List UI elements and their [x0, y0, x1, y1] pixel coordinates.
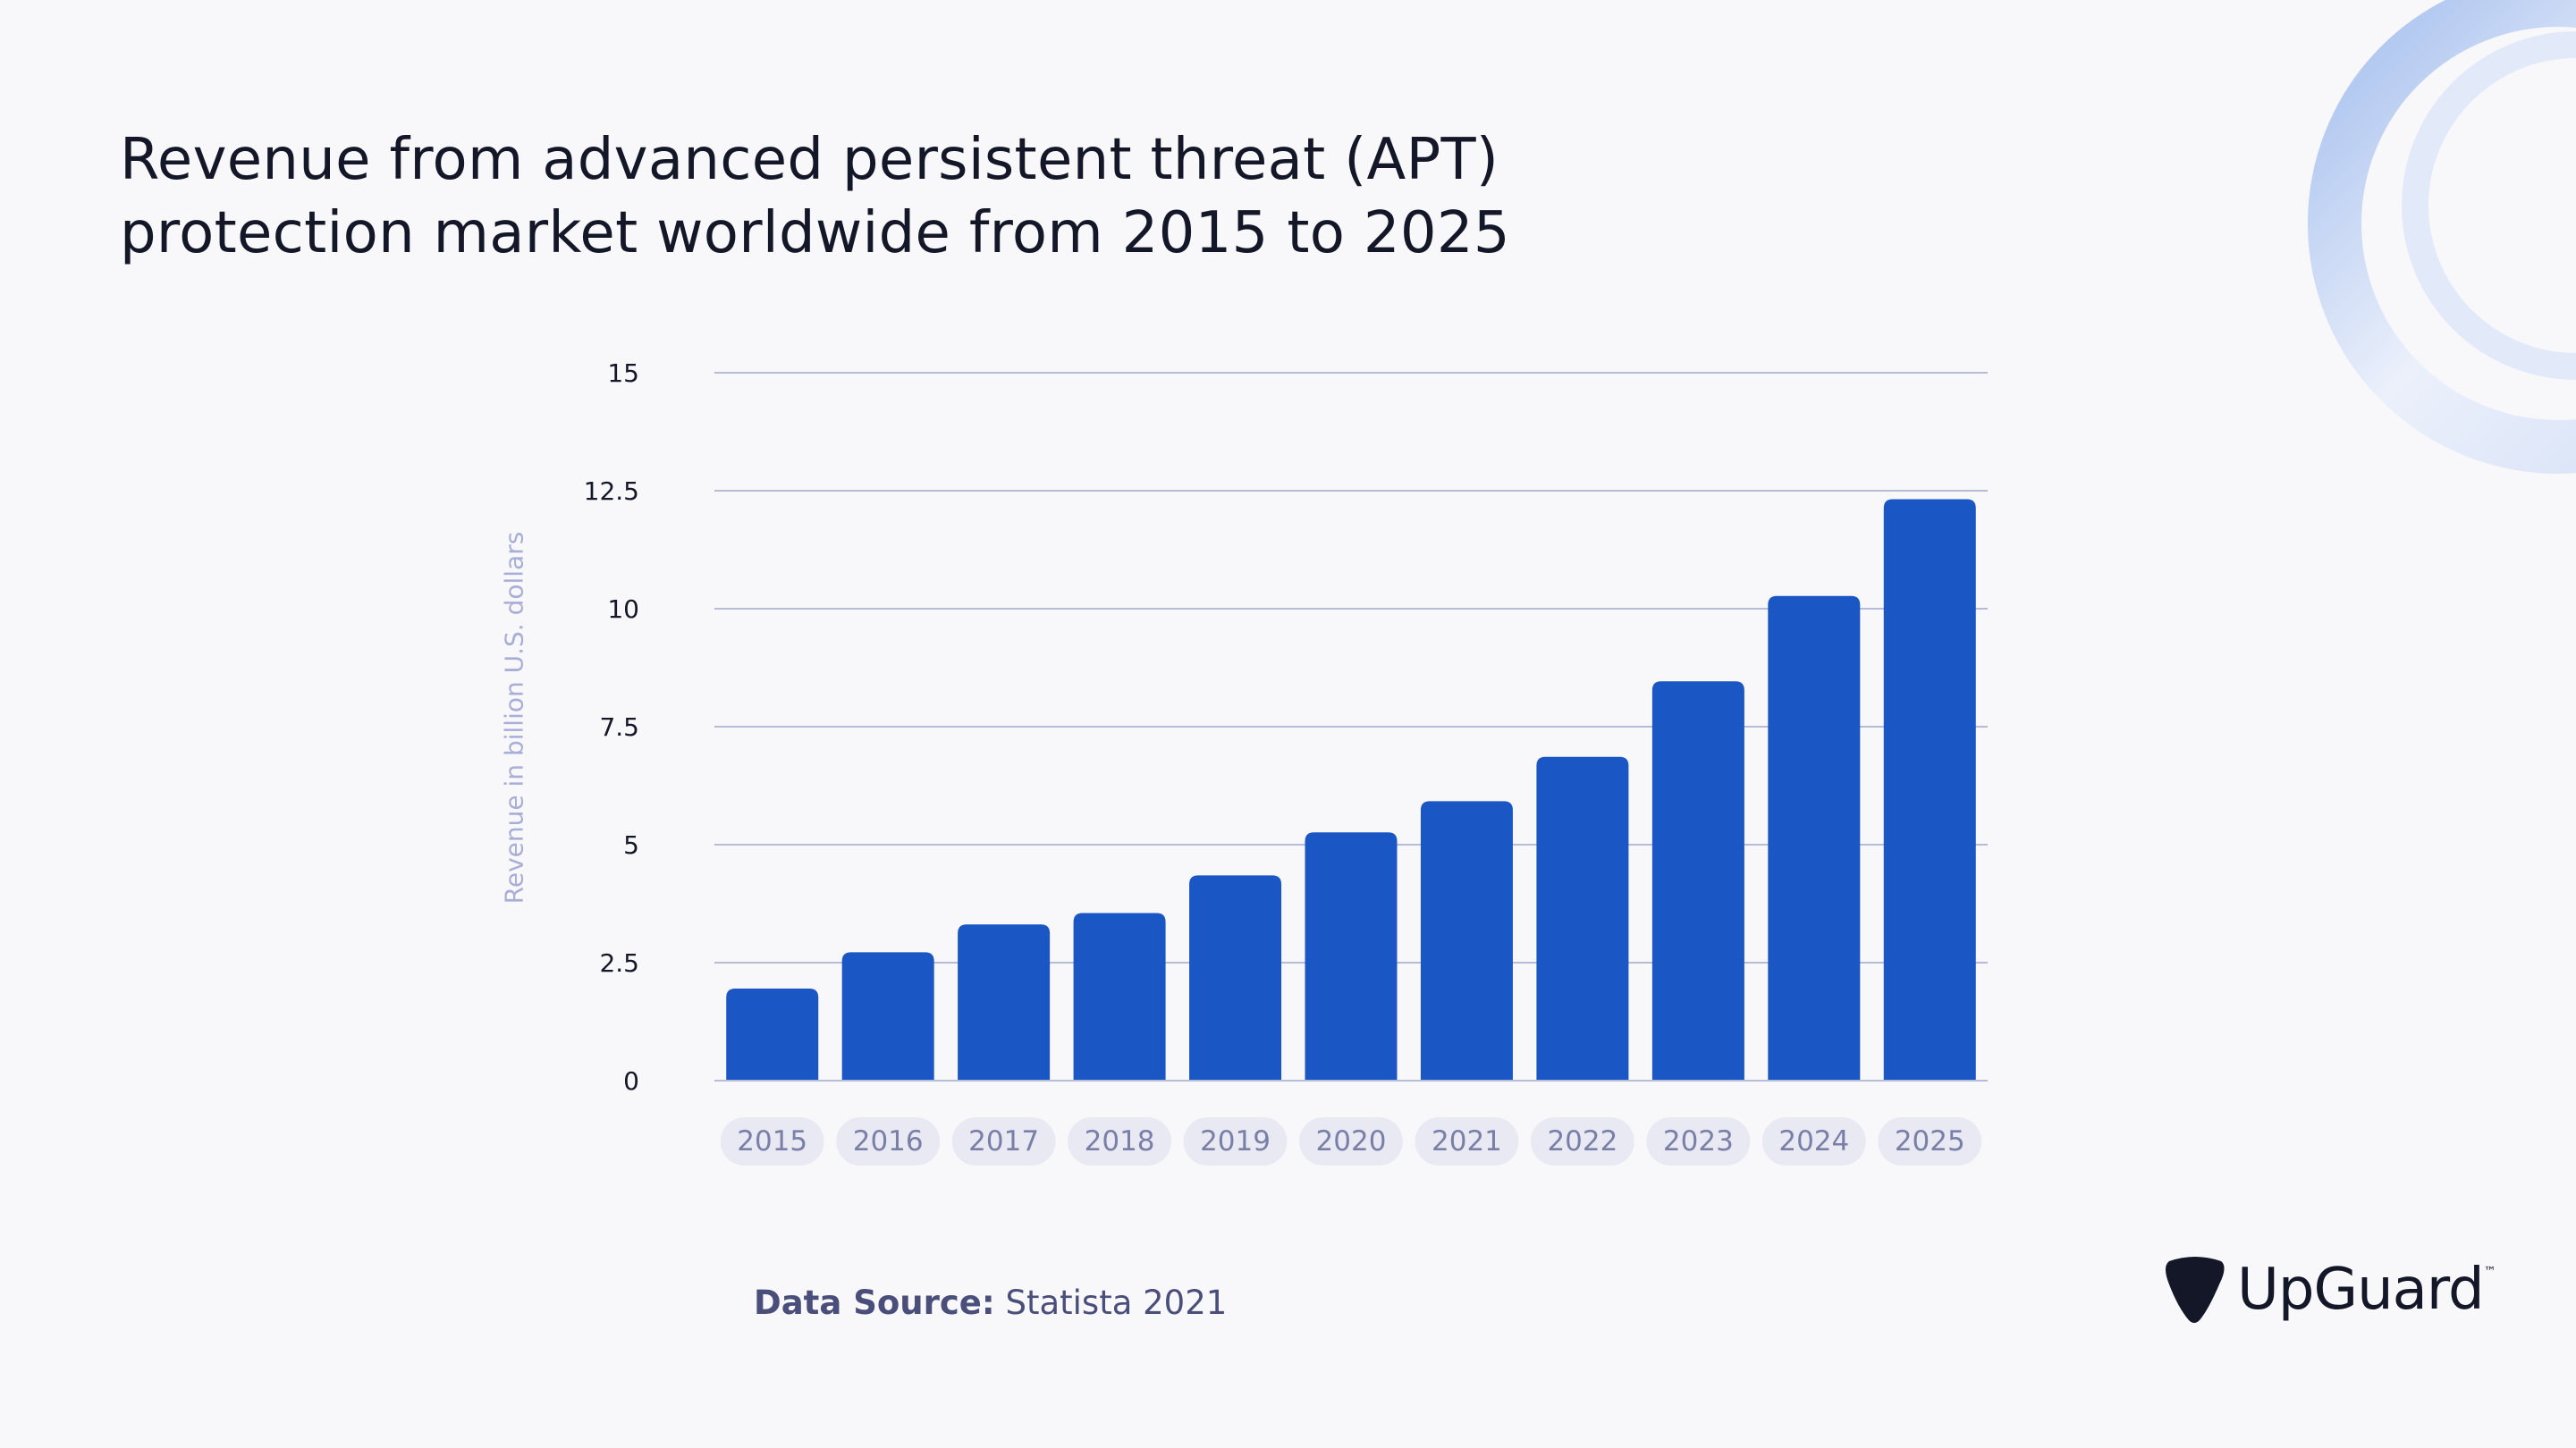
- bar-2016: [841, 952, 934, 1081]
- bar-2021: [1420, 801, 1513, 1081]
- x-tick-label: 2015: [737, 1125, 807, 1158]
- y-tick-label: 15: [607, 358, 639, 388]
- chart-title-line-2: protection market worldwide from 2015 to…: [120, 200, 1510, 266]
- x-tick-pill: [1415, 1117, 1519, 1166]
- data-source: Data Source: Statista 2021: [754, 1284, 1227, 1322]
- x-tick-label: 2019: [1200, 1125, 1271, 1158]
- data-source-value: Statista 2021: [1005, 1284, 1228, 1322]
- x-tick-pill: [836, 1117, 941, 1166]
- x-tick-pill: [1646, 1117, 1751, 1166]
- bar-2017: [958, 924, 1051, 1081]
- x-tick-label: 2016: [853, 1125, 924, 1158]
- x-tick-pill: [1183, 1117, 1288, 1166]
- chart-title: Revenue from advanced persistent threat …: [120, 123, 1510, 270]
- logo-text: UpGuard: [2237, 1257, 2485, 1323]
- x-tick-pill: [1068, 1117, 1172, 1166]
- chart-title-line-1: Revenue from advanced persistent threat …: [120, 127, 1499, 193]
- x-tick-pill: [720, 1117, 824, 1166]
- bar-2023: [1651, 681, 1744, 1081]
- bar-2018: [1073, 913, 1166, 1081]
- bar-2022: [1536, 756, 1629, 1081]
- x-tick-pill: [1878, 1117, 1982, 1166]
- y-tick-label: 12.5: [584, 476, 639, 506]
- pick-icon: [2166, 1257, 2225, 1323]
- y-tick-label: 7.5: [599, 712, 639, 742]
- y-tick-label: 0: [623, 1066, 639, 1096]
- x-tick-pill: [1299, 1117, 1403, 1166]
- bar-2024: [1768, 595, 1861, 1081]
- y-axis-label: Revenue in billion U.S. dollars: [499, 531, 529, 905]
- bar-2020: [1305, 832, 1398, 1081]
- x-tick-label: 2018: [1085, 1125, 1155, 1158]
- decorative-ring: [2308, 0, 2576, 474]
- x-tick-label: 2025: [1895, 1125, 1965, 1158]
- x-tick-pill: [1761, 1117, 1866, 1166]
- data-source-label: Data Source:: [754, 1284, 995, 1322]
- bar-2019: [1189, 875, 1282, 1081]
- y-tick-label: 2.5: [599, 948, 639, 978]
- x-tick-label: 2021: [1432, 1125, 1502, 1158]
- bar-2025: [1883, 499, 1976, 1081]
- upguard-logo: UpGuard ™: [2164, 1256, 2496, 1324]
- logo-trademark: ™: [2483, 1265, 2496, 1279]
- x-tick-label: 2017: [968, 1125, 1039, 1158]
- x-tick-pill: [1530, 1117, 1634, 1166]
- y-tick-label: 5: [623, 830, 639, 860]
- x-tick-label: 2020: [1316, 1125, 1387, 1158]
- x-tick-label: 2022: [1547, 1125, 1617, 1158]
- bar-2015: [726, 989, 819, 1081]
- x-tick-label: 2023: [1663, 1125, 1734, 1158]
- x-tick-pill: [951, 1117, 1056, 1166]
- y-tick-label: 10: [607, 594, 639, 624]
- x-tick-label: 2024: [1778, 1125, 1849, 1158]
